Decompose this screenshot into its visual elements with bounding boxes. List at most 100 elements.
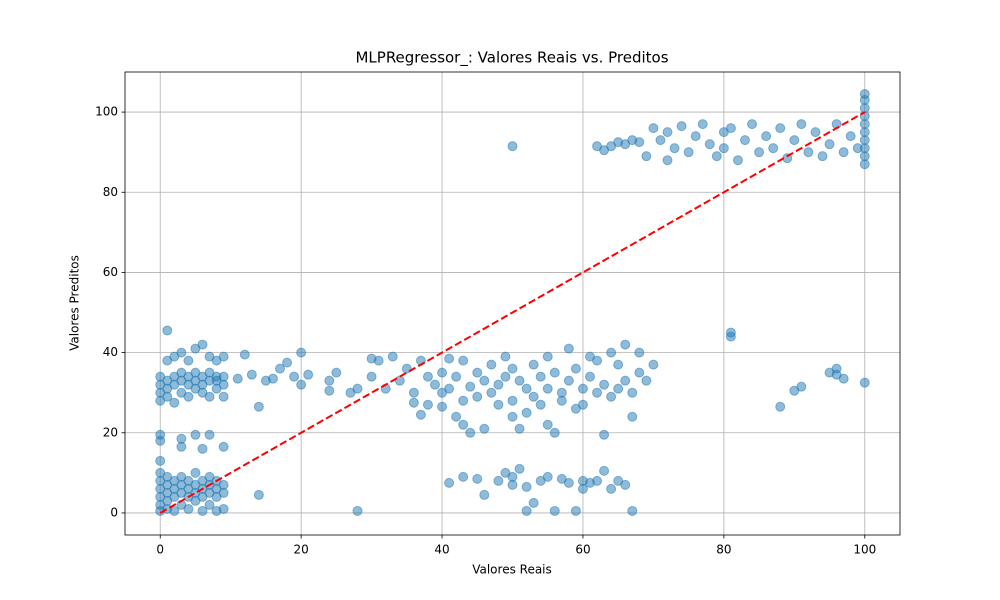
scatter-point xyxy=(394,375,405,386)
scatter-point xyxy=(197,339,208,350)
scatter-point xyxy=(204,429,215,440)
scatter-point xyxy=(599,379,610,390)
scatter-point xyxy=(422,399,433,410)
scatter-point xyxy=(521,481,532,492)
scatter-point xyxy=(528,359,539,370)
scatter-point xyxy=(458,395,469,406)
scatter-point xyxy=(493,399,504,410)
scatter-point xyxy=(796,119,807,130)
scatter-point xyxy=(859,377,870,388)
scatter-point xyxy=(563,343,574,354)
scatter-point xyxy=(155,429,166,440)
chart-title: MLPRegressor_: Valores Reais vs. Predito… xyxy=(355,49,668,68)
scatter-point xyxy=(838,147,849,158)
scatter-point xyxy=(437,367,448,378)
scatter-point xyxy=(514,423,525,434)
scatter-point xyxy=(366,371,377,382)
scatter-point xyxy=(204,391,215,402)
scatter-point xyxy=(740,135,750,146)
scatter-point xyxy=(169,505,180,516)
scatter-point xyxy=(563,477,574,488)
scatter-point xyxy=(549,505,560,516)
scatter-point xyxy=(570,505,581,516)
scatter-point xyxy=(648,123,659,134)
scatter-point xyxy=(775,401,786,412)
scatter-point xyxy=(747,119,758,130)
scatter-point xyxy=(430,379,440,390)
scatter-point xyxy=(479,423,490,434)
scatter-point xyxy=(246,369,257,380)
scatter-point xyxy=(577,399,588,410)
scatter-point xyxy=(725,327,736,338)
scatter-point xyxy=(599,465,610,476)
scatter-point xyxy=(711,151,722,162)
scatter-point xyxy=(824,139,835,150)
scatter-point xyxy=(521,383,532,394)
scatter-point xyxy=(472,391,483,402)
scatter-point xyxy=(444,353,455,364)
scatter-point xyxy=(183,355,194,366)
scatter-point xyxy=(408,387,419,398)
scatter-point xyxy=(408,397,419,408)
scatter-point xyxy=(444,477,455,488)
scatter-point xyxy=(796,381,807,392)
x-tick-label: 20 xyxy=(293,543,308,557)
scatter-point xyxy=(521,505,532,516)
scatter-point xyxy=(275,363,285,374)
scatter-point xyxy=(620,339,631,350)
x-tick-label: 0 xyxy=(156,543,164,557)
scatter-point xyxy=(437,401,448,412)
scatter-point xyxy=(648,359,659,370)
scatter-point xyxy=(444,383,455,394)
y-tick-label: 20 xyxy=(103,425,118,439)
scatter-point xyxy=(845,131,856,142)
scatter-point xyxy=(599,429,610,440)
scatter-point xyxy=(627,411,638,422)
scatter-point xyxy=(282,357,293,368)
scatter-point xyxy=(775,123,786,134)
scatter-point xyxy=(500,351,511,362)
y-tick-label: 60 xyxy=(103,265,118,279)
scatter-point xyxy=(296,347,307,358)
scatter-point xyxy=(542,471,553,482)
scatter-point xyxy=(754,147,765,158)
scatter-point xyxy=(162,325,173,336)
scatter-point xyxy=(859,89,870,100)
scatter-point xyxy=(563,375,574,386)
scatter-point xyxy=(810,127,821,138)
scatter-point xyxy=(324,385,335,396)
scatter-point xyxy=(507,141,518,152)
scatter-point xyxy=(803,147,814,158)
scatter-point xyxy=(620,375,631,386)
scatter-point xyxy=(169,397,180,408)
scatter-point xyxy=(514,375,525,386)
scatter-point xyxy=(451,411,462,422)
scatter-point xyxy=(542,351,553,362)
scatter-point xyxy=(352,505,363,516)
scatter-point xyxy=(331,367,342,378)
scatter-point xyxy=(627,387,638,398)
scatter-point xyxy=(535,399,546,410)
scatter-point xyxy=(732,155,743,166)
scatter-point xyxy=(676,121,687,132)
scatter-point xyxy=(606,347,617,358)
scatter-point xyxy=(486,387,497,398)
scatter-point xyxy=(451,371,462,382)
scatter-point xyxy=(556,395,567,406)
y-axis-label: Valores Preditos xyxy=(68,255,82,351)
scatter-point xyxy=(204,499,215,510)
scatter-point xyxy=(838,373,849,384)
y-tick-label: 40 xyxy=(103,345,118,359)
scatter-point xyxy=(190,467,201,478)
y-tick-label: 0 xyxy=(110,505,118,519)
scatter-point xyxy=(514,463,525,474)
scatter-point xyxy=(324,375,335,386)
scatter-point xyxy=(528,391,539,402)
scatter-point xyxy=(641,151,652,162)
scatter-point xyxy=(486,359,497,370)
scatter-point xyxy=(789,135,800,146)
scatter-point xyxy=(239,349,250,360)
scatter-point xyxy=(507,471,518,482)
